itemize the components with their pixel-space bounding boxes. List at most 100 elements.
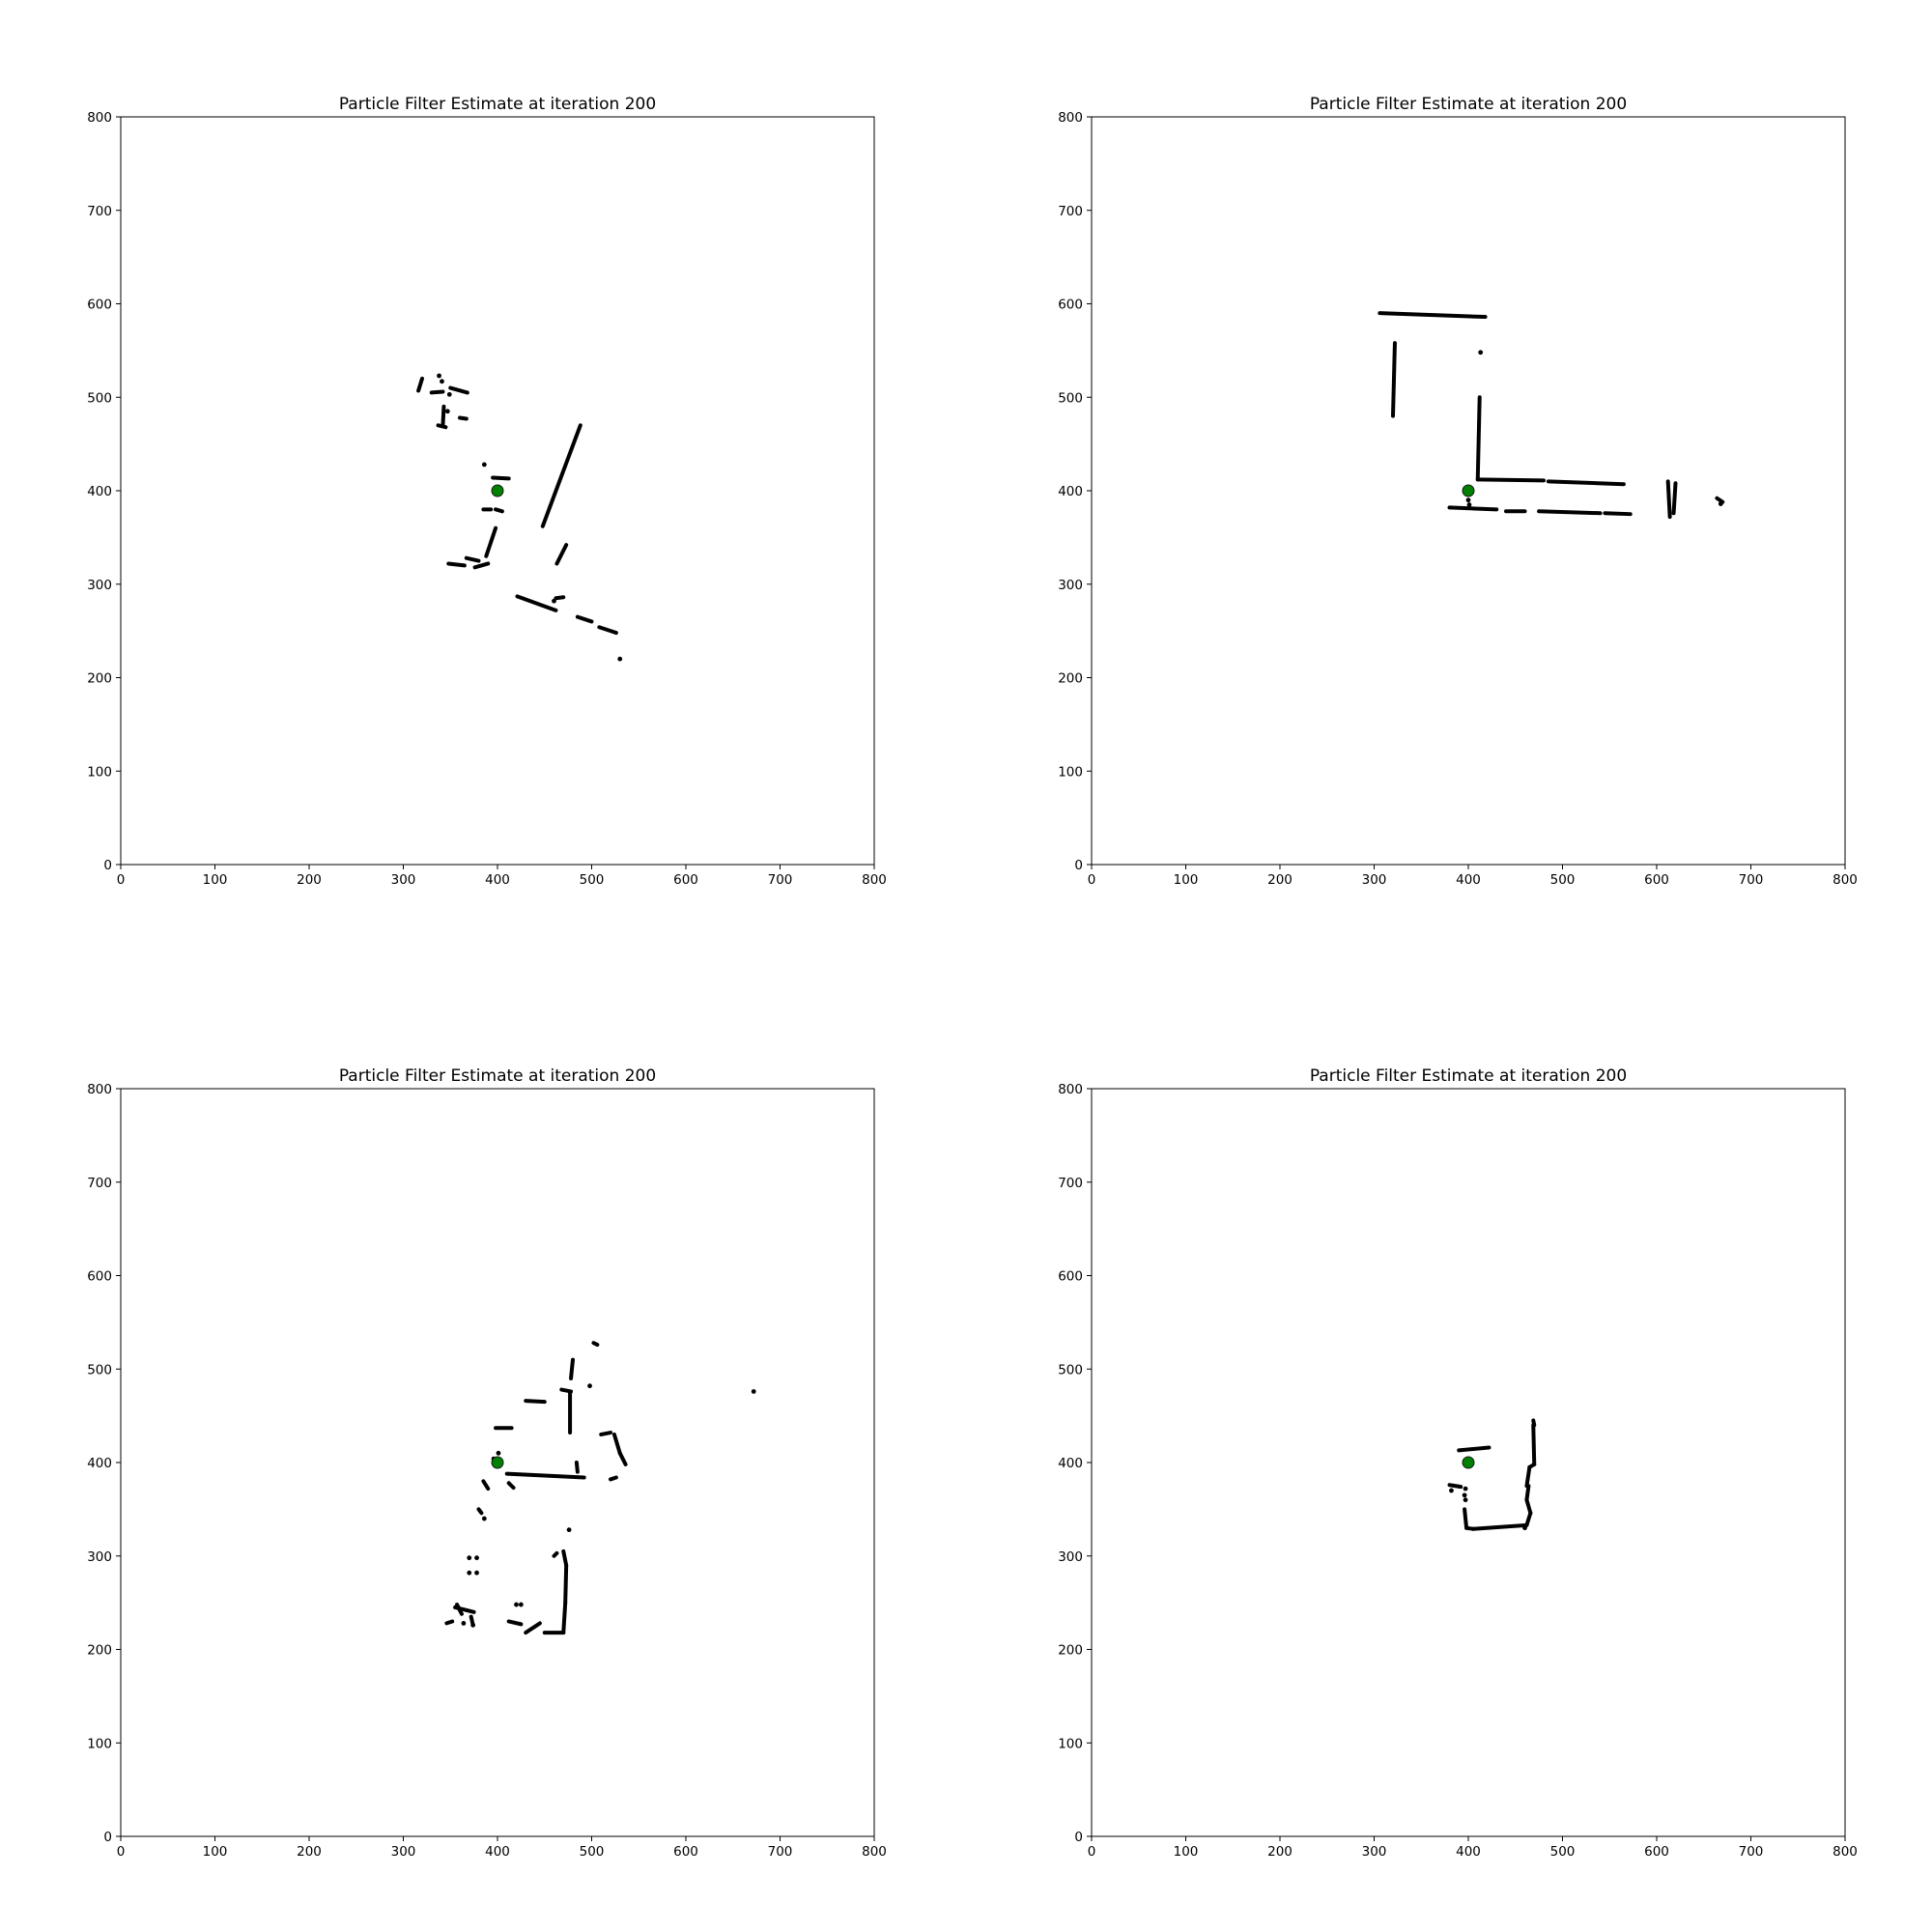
y-tick-label: 100 bbox=[87, 764, 112, 780]
y-tick-label: 500 bbox=[1058, 1362, 1083, 1378]
subplot-title: Particle Filter Estimate at iteration 20… bbox=[1310, 1066, 1627, 1086]
y-tick-label: 300 bbox=[87, 578, 112, 593]
x-tick-label: 600 bbox=[673, 1844, 698, 1860]
obstacle-segment bbox=[561, 1601, 568, 1635]
obstacle-segment bbox=[481, 1479, 491, 1492]
x-tick-label: 700 bbox=[768, 872, 793, 888]
y-tick-label: 400 bbox=[1058, 1456, 1083, 1471]
obstacle-segment bbox=[515, 594, 558, 612]
obstacle-segment bbox=[1457, 1445, 1492, 1453]
obstacle-segment bbox=[494, 507, 504, 514]
obstacle-point bbox=[437, 373, 441, 379]
x-tick-label: 300 bbox=[1362, 872, 1387, 888]
obstacle-segment bbox=[563, 1563, 569, 1605]
obstacle-segment bbox=[554, 543, 569, 566]
x-tick-label: 600 bbox=[1644, 872, 1669, 888]
obstacle-segment bbox=[524, 1621, 542, 1635]
subplot-3: Particle Filter Estimate at iteration 20… bbox=[87, 1066, 887, 1860]
obstacle-point bbox=[514, 1602, 519, 1607]
y-tick-label: 100 bbox=[1058, 1736, 1083, 1751]
obstacle-segment bbox=[552, 1550, 559, 1558]
x-tick-label: 700 bbox=[1739, 872, 1764, 888]
obstacle-point bbox=[444, 409, 450, 414]
y-tick-label: 200 bbox=[87, 1643, 112, 1659]
x-tick-label: 500 bbox=[1550, 872, 1576, 888]
x-tick-label: 400 bbox=[485, 872, 510, 888]
x-tick-label: 300 bbox=[1362, 1844, 1387, 1860]
x-tick-label: 800 bbox=[862, 1844, 887, 1860]
x-tick-label: 0 bbox=[1088, 872, 1096, 888]
y-tick-label: 0 bbox=[103, 1830, 112, 1845]
obstacle-segment bbox=[1603, 511, 1633, 517]
obstacle-point bbox=[1462, 1492, 1467, 1498]
obstacle-point bbox=[1718, 501, 1723, 506]
obstacle-segment bbox=[444, 1619, 455, 1626]
subplot-title: Particle Filter Estimate at iteration 20… bbox=[339, 1066, 656, 1086]
obstacle-segment bbox=[1531, 1418, 1537, 1428]
obstacle-point bbox=[474, 1570, 479, 1576]
x-tick-label: 100 bbox=[1174, 872, 1199, 888]
y-tick-label: 0 bbox=[103, 858, 112, 873]
y-tick-label: 600 bbox=[87, 1269, 112, 1285]
y-tick-label: 200 bbox=[1058, 1643, 1083, 1659]
obstacle-segment bbox=[1470, 1522, 1529, 1531]
y-tick-label: 200 bbox=[87, 671, 112, 687]
x-tick-label: 600 bbox=[1644, 1844, 1669, 1860]
subplot-title: Particle Filter Estimate at iteration 20… bbox=[339, 95, 656, 114]
x-tick-label: 0 bbox=[117, 872, 126, 888]
y-tick-label: 600 bbox=[1058, 298, 1083, 313]
x-tick-label: 200 bbox=[297, 872, 322, 888]
obstacle-segment bbox=[597, 625, 618, 636]
obstacle-segment bbox=[416, 376, 424, 393]
x-tick-label: 400 bbox=[1456, 1844, 1481, 1860]
obstacle-segment bbox=[611, 1432, 622, 1456]
obstacle-segment bbox=[506, 1619, 524, 1627]
obstacle-segment bbox=[574, 1461, 580, 1474]
obstacle-segment bbox=[575, 614, 594, 624]
obstacle-segment bbox=[1671, 481, 1678, 516]
y-tick-label: 500 bbox=[1058, 390, 1083, 406]
x-tick-label: 100 bbox=[203, 872, 228, 888]
obstacle-segment bbox=[504, 1471, 586, 1480]
y-tick-label: 800 bbox=[1058, 110, 1083, 126]
obstacle-segment bbox=[617, 1451, 628, 1466]
subplot-2: Particle Filter Estimate at iteration 20… bbox=[1058, 95, 1858, 888]
obstacle-segment bbox=[1447, 1483, 1463, 1490]
y-tick-label: 600 bbox=[1058, 1269, 1083, 1285]
y-tick-label: 500 bbox=[87, 1362, 112, 1378]
obstacle-segment bbox=[1715, 496, 1725, 504]
y-tick-label: 300 bbox=[1058, 1549, 1083, 1565]
x-tick-label: 600 bbox=[673, 872, 698, 888]
obstacle-point bbox=[1463, 1486, 1468, 1492]
obstacle-point bbox=[467, 1570, 472, 1576]
x-tick-label: 700 bbox=[768, 1844, 793, 1860]
obstacle-segment bbox=[440, 404, 446, 428]
estimate-marker bbox=[1462, 484, 1475, 497]
obstacle-segment bbox=[1524, 1484, 1531, 1502]
x-tick-label: 500 bbox=[1550, 1844, 1576, 1860]
obstacle-segment bbox=[429, 389, 445, 395]
obstacle-segment bbox=[1447, 505, 1499, 512]
x-tick-label: 100 bbox=[1174, 1844, 1199, 1860]
obstacle-segment bbox=[1524, 1464, 1532, 1489]
obstacle-point bbox=[1463, 1497, 1468, 1503]
obstacle-point bbox=[1478, 350, 1484, 355]
obstacle-segment bbox=[524, 1399, 547, 1405]
y-tick-label: 800 bbox=[87, 110, 112, 126]
obstacle-segment bbox=[448, 385, 469, 395]
obstacle-point bbox=[440, 379, 444, 384]
x-tick-label: 800 bbox=[862, 872, 887, 888]
obstacle-segment bbox=[1378, 311, 1488, 320]
obstacle-point bbox=[1465, 497, 1471, 503]
obstacle-segment bbox=[609, 1475, 618, 1482]
x-tick-label: 300 bbox=[391, 1844, 416, 1860]
x-tick-label: 800 bbox=[1833, 1844, 1858, 1860]
estimate-marker bbox=[491, 1456, 504, 1469]
obstacle-segment bbox=[491, 475, 511, 481]
y-tick-label: 600 bbox=[87, 298, 112, 313]
subplot-title: Particle Filter Estimate at iteration 20… bbox=[1310, 95, 1627, 114]
y-tick-label: 700 bbox=[1058, 1176, 1083, 1191]
y-tick-label: 200 bbox=[1058, 671, 1083, 687]
estimate-marker bbox=[1462, 1456, 1475, 1469]
